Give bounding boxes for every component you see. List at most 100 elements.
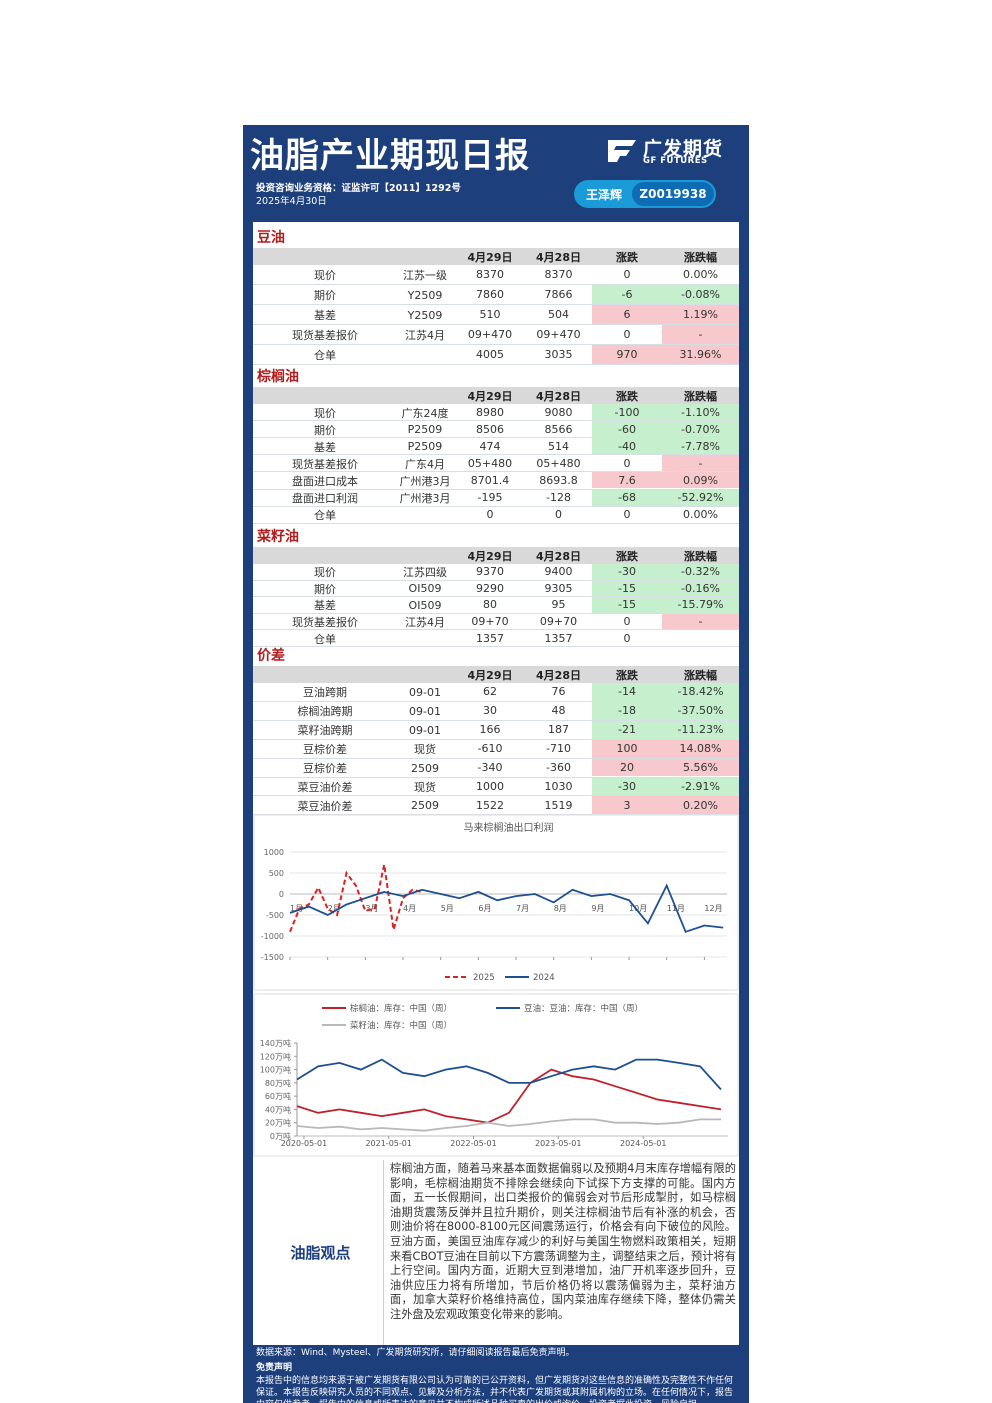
row-label: 基差 <box>314 440 336 454</box>
qualification: 投资咨询业务资格：证监许可【2011】1292号 <box>256 183 461 194</box>
row-rule <box>253 795 739 797</box>
change-cell: 0.20% <box>662 796 739 815</box>
column-header: 4月29日 <box>455 248 525 265</box>
change-cell: 970 <box>592 345 662 364</box>
change-cell: 1.19% <box>662 305 739 324</box>
change-cell: -68 <box>592 489 662 506</box>
row-spec: 广东24度 <box>401 406 449 420</box>
logo-shape <box>608 140 636 162</box>
price-cell: 8701.4 <box>470 473 510 487</box>
change-cell: 7.6 <box>592 472 662 489</box>
change-cell: 100 <box>592 739 662 758</box>
price-cell: 8566 <box>544 422 573 436</box>
row-spec: 2509 <box>411 761 439 775</box>
price-cell: 504 <box>548 308 569 321</box>
row-spec: Y2509 <box>407 288 443 302</box>
price-cell: 8370 <box>544 268 573 281</box>
row-label: 棕榈油跨期 <box>297 705 353 719</box>
change-cell: 31.96% <box>662 345 739 364</box>
row-label: 仓单 <box>314 349 336 362</box>
price-cell: 3035 <box>544 348 573 361</box>
row-spec: 09-01 <box>409 723 441 737</box>
row-spec: 现货 <box>414 743 436 757</box>
row-rule <box>253 757 739 759</box>
price-cell: 7866 <box>544 288 573 301</box>
change-cell: -1.10% <box>662 404 739 421</box>
change-cell: -18.42% <box>662 683 739 701</box>
row-label: 期价 <box>314 423 336 437</box>
price-cell: 9400 <box>544 565 573 579</box>
price-cell: 62 <box>483 685 497 699</box>
report-date: 2025年4月30日 <box>256 196 327 207</box>
price-cell: 4005 <box>476 348 504 361</box>
row-label: 盘面进口利润 <box>292 492 358 506</box>
row-label: 豆棕价差 <box>303 743 347 757</box>
column-header: 4月28日 <box>525 666 592 683</box>
row-rule <box>253 437 739 439</box>
empty-cell <box>662 630 739 646</box>
price-cell: 80 <box>483 598 497 612</box>
disclaimer-title: 免责声明 <box>256 1363 293 1373</box>
price-cell: 166 <box>479 723 501 737</box>
price-cell: -710 <box>546 742 571 756</box>
row-rule <box>253 420 739 422</box>
change-cell: 0.09% <box>662 472 739 489</box>
change-cell: -37.50% <box>662 701 739 720</box>
change-cell: 14.08% <box>662 739 739 758</box>
price-cell: 1519 <box>544 798 573 812</box>
price-cell: 7860 <box>476 288 504 301</box>
row-label: 基差 <box>314 599 336 613</box>
price-cell: 0 <box>486 508 494 522</box>
row-rule <box>253 738 739 740</box>
change-cell: 6 <box>592 305 662 324</box>
price-cell: -340 <box>477 761 503 775</box>
price-cell: 95 <box>551 598 566 612</box>
change-cell: -40 <box>592 438 662 455</box>
row-spec: Y2509 <box>407 308 443 322</box>
price-cell: 30 <box>483 704 497 718</box>
column-header: 4月29日 <box>455 387 525 404</box>
row-rule <box>253 284 739 285</box>
change-cell: -100 <box>592 404 662 421</box>
row-rule <box>253 505 739 507</box>
price-cell: 8370 <box>476 268 504 281</box>
section-title: 价差 <box>257 648 285 664</box>
analyst-name: 王泽辉 <box>585 187 622 202</box>
change-cell: 0 <box>592 630 662 646</box>
change-cell: -0.70% <box>662 421 739 438</box>
row-label: 现价 <box>314 406 336 420</box>
row-label: 现货基差报价 <box>292 329 358 342</box>
change-cell: 20 <box>592 758 662 777</box>
logo-icon <box>608 140 636 162</box>
row-rule <box>253 776 739 778</box>
change-cell: - <box>662 613 739 630</box>
row-label: 菜豆油价差 <box>297 799 353 813</box>
change-cell: -11.23% <box>662 720 739 739</box>
change-cell: -0.32% <box>662 564 739 580</box>
price-cell: 05+480 <box>536 456 581 470</box>
row-rule <box>253 304 739 305</box>
price-cell: 474 <box>479 439 501 453</box>
change-cell: 3 <box>592 796 662 815</box>
disclaimer: 本报告中的信息均来源于被广发期货有限公司认为可靠的已公开资料，但广发期货对这些信… <box>256 1376 734 1403</box>
row-label: 豆油跨期 <box>303 686 347 700</box>
column-header: 涨跌幅 <box>662 248 739 265</box>
change-cell: -18 <box>592 701 662 720</box>
row-label: 豆棕价差 <box>303 762 347 776</box>
price-cell: 09+470 <box>467 328 513 341</box>
price-cell: 0 <box>555 508 562 522</box>
price-cell: 09+70 <box>539 615 578 629</box>
price-cell: 1357 <box>544 631 573 645</box>
row-rule <box>253 364 739 365</box>
section-title: 菜籽油 <box>257 529 299 545</box>
row-spec: 江苏四级 <box>403 566 447 580</box>
change-cell: - <box>662 325 739 344</box>
price-cell: 510 <box>479 308 501 321</box>
column-header: 4月29日 <box>455 666 525 683</box>
change-cell: -15 <box>592 580 662 597</box>
change-cell: 0 <box>592 325 662 344</box>
row-spec: P2509 <box>407 423 443 437</box>
logo-name: 广发期货 <box>643 138 724 160</box>
change-cell: -30 <box>592 564 662 580</box>
section-title: 豆油 <box>257 230 285 246</box>
